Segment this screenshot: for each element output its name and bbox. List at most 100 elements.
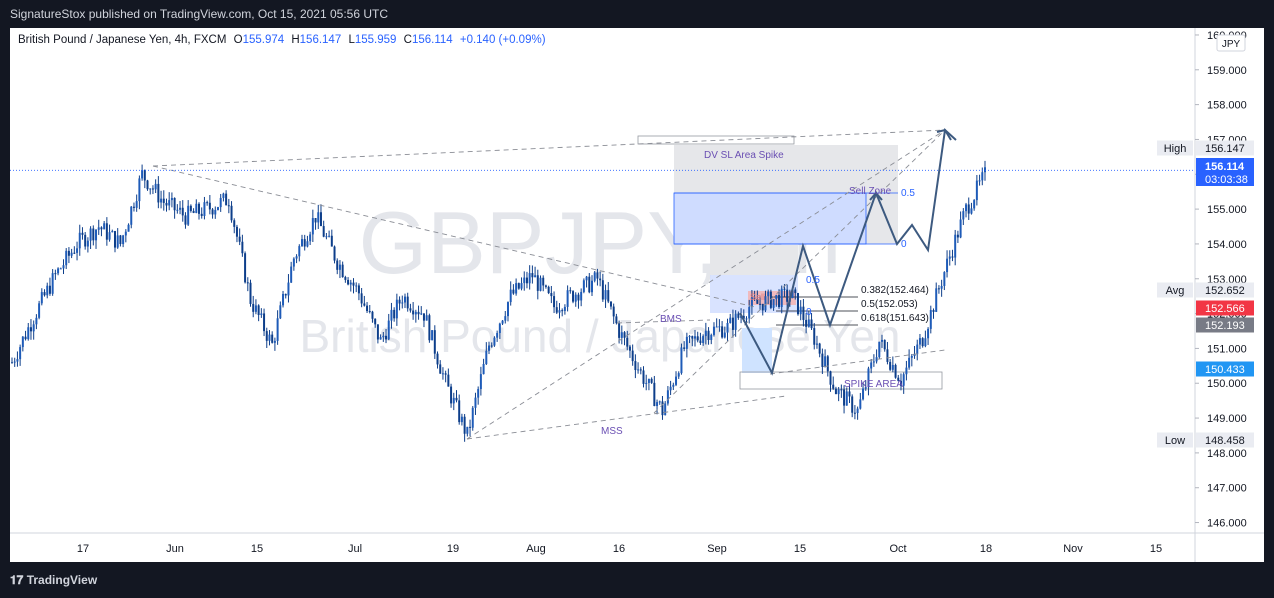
candle-body [265, 331, 268, 341]
candle-body [32, 324, 35, 332]
candle [693, 329, 696, 347]
currency-tag[interactable]: JPY [1222, 39, 1241, 50]
candle [376, 324, 379, 344]
candle [675, 371, 678, 387]
candle [799, 300, 802, 321]
candle-body [227, 205, 230, 207]
candle-body [628, 346, 631, 351]
candle-body [981, 172, 984, 181]
candle-body [143, 170, 146, 181]
candle [932, 308, 935, 319]
candle-body [328, 235, 331, 237]
candle [688, 335, 691, 344]
candle-body [867, 368, 870, 388]
trend-line [152, 129, 946, 167]
candle [683, 341, 686, 352]
candle-body [929, 310, 932, 329]
candle [490, 342, 493, 348]
candle-body [780, 288, 783, 308]
candle-body [707, 330, 710, 340]
candle [38, 300, 41, 320]
candle [967, 197, 970, 220]
candle [124, 229, 127, 243]
candle-body [105, 223, 108, 240]
tv-logo-icon: 𝟏𝟕 [10, 573, 27, 587]
tradingview-logo[interactable]: 𝟏𝟕 TradingView [10, 573, 97, 588]
candle-body [116, 235, 119, 248]
candle [235, 224, 238, 243]
candle [853, 405, 856, 420]
candle-body [875, 357, 878, 362]
candle [105, 217, 108, 246]
price-chart[interactable]: GBPJPY, 4h British Pound / Japanese Yen … [10, 28, 1264, 562]
candle [113, 230, 116, 253]
candle [179, 200, 182, 215]
candle-body [387, 320, 390, 340]
candle-body [284, 293, 287, 296]
candle [477, 386, 480, 405]
candle [48, 277, 51, 296]
candle-body [282, 293, 285, 306]
candle [368, 305, 371, 314]
candle-body [268, 334, 271, 341]
candle [984, 160, 986, 181]
candle [566, 285, 569, 312]
candle-body [856, 408, 859, 414]
avg-badge-label-bg [1157, 282, 1193, 298]
candle-body [225, 193, 228, 206]
high-badge-value: 156.147 [1205, 143, 1245, 155]
candle [639, 367, 642, 375]
candle-body [637, 369, 640, 371]
candle [40, 288, 43, 306]
candle-body [48, 285, 51, 294]
candle-body [168, 200, 171, 206]
candle [325, 232, 328, 240]
candle [116, 228, 119, 249]
candle-body [542, 277, 545, 286]
close-value: 156.114 [411, 34, 453, 46]
candle-body [119, 235, 122, 245]
candle-body [211, 209, 214, 215]
footer-bar: 𝟏𝟕 TradingView [0, 562, 1274, 598]
candle-body [894, 364, 897, 378]
candle [834, 386, 837, 395]
candle [672, 382, 675, 390]
candle [208, 194, 211, 215]
candle-body [89, 228, 92, 241]
candle-body [488, 345, 491, 351]
candle [778, 289, 781, 309]
publisher-bar: SignatureStox published on TradingView.c… [0, 0, 1274, 28]
candle [631, 344, 634, 366]
candle [463, 414, 466, 442]
candle-body [642, 370, 645, 384]
candle-body [618, 323, 621, 338]
x-tick-label: 16 [613, 543, 625, 555]
drawing-layer [10, 127, 1195, 440]
candle [349, 279, 352, 292]
candle-body [750, 297, 753, 308]
candle [664, 401, 667, 416]
candle [246, 277, 249, 292]
candle [921, 337, 924, 348]
chart-frame[interactable]: GBPJPY, 4h British Pound / Japanese Yen … [10, 28, 1264, 562]
candle-body [376, 324, 379, 340]
candle-body [539, 277, 542, 291]
candle-body [390, 309, 393, 321]
candle [843, 385, 846, 414]
candle [390, 302, 393, 329]
candle-body [260, 313, 263, 315]
candle [775, 294, 778, 307]
y-tick-label: 148.000 [1207, 448, 1247, 460]
candle [528, 265, 531, 290]
candle [927, 327, 930, 345]
candle-body [65, 250, 68, 266]
candle [918, 333, 921, 350]
candle-body [658, 401, 661, 403]
candle-body [330, 235, 333, 247]
currency-tag-box[interactable] [1216, 34, 1246, 52]
grey-badge-value: 152.193 [1205, 320, 1245, 332]
candle [534, 266, 537, 278]
candle [57, 267, 60, 276]
high-badge-label: High [1164, 143, 1187, 155]
candle-body [73, 252, 76, 254]
